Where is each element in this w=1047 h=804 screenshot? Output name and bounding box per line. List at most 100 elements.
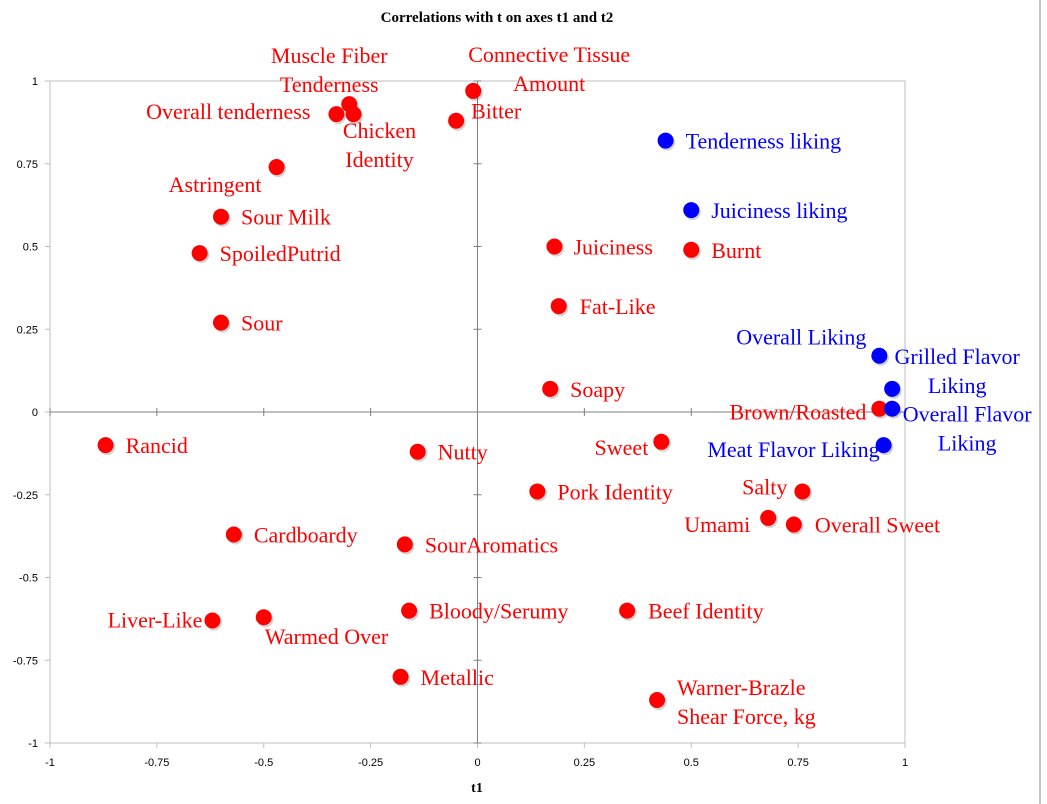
point-label-line: Nutty xyxy=(438,440,488,465)
point-label-line: Connective Tissue xyxy=(468,42,630,67)
point-label-line: Sweet xyxy=(595,435,649,460)
data-point xyxy=(653,433,670,450)
point-label: Astringent xyxy=(169,172,262,197)
x-tick-label: -1 xyxy=(45,757,55,769)
y-tick-label: 0.5 xyxy=(23,242,38,254)
data-point xyxy=(550,298,567,315)
data-point xyxy=(345,106,362,123)
point-label-line: Rancid xyxy=(126,433,188,458)
data-point xyxy=(619,602,636,619)
series-1 xyxy=(657,132,902,456)
point-label: Grilled Flavor Liking xyxy=(895,344,1021,398)
point-label: Sweet xyxy=(595,435,649,460)
x-tick-label: -0.75 xyxy=(144,757,169,769)
point-label-line: Soapy xyxy=(570,377,625,402)
point-label-line: Warmed Over xyxy=(265,624,389,649)
data-point xyxy=(255,609,272,626)
data-point xyxy=(794,483,811,500)
data-point xyxy=(657,132,674,149)
data-point xyxy=(225,526,242,543)
point-label: Connective Tissue Amount xyxy=(468,42,630,96)
data-point xyxy=(871,400,888,417)
point-label: Bitter xyxy=(471,99,522,124)
point-label-line: Juiciness liking xyxy=(711,198,847,223)
point-label-line: Amount xyxy=(513,71,585,96)
point-label-line: Liking xyxy=(928,373,987,398)
data-point xyxy=(97,437,114,454)
point-label: Nutty xyxy=(438,440,488,465)
point-label: Brown/Roasted xyxy=(729,400,866,425)
point-label: Fat-Like xyxy=(580,294,656,319)
data-point xyxy=(785,516,802,533)
data-point xyxy=(683,241,700,258)
point-label-line: Shear Force, kg xyxy=(677,704,816,729)
point-label-line: Cardboardy xyxy=(254,522,358,547)
data-point xyxy=(871,347,888,364)
point-label: Soapy xyxy=(570,377,625,402)
point-label: Metallic xyxy=(421,665,495,690)
point-label: Overall Liking xyxy=(736,325,866,350)
point-label: Liver-Like xyxy=(108,608,203,633)
point-label: Chicken Identity xyxy=(343,118,416,172)
point-label: Pork Identity xyxy=(557,479,673,504)
point-label-line: Astringent xyxy=(169,172,262,197)
point-label-line: Burnt xyxy=(711,238,761,263)
point-label: Bloody/Serumy xyxy=(429,599,568,624)
data-point xyxy=(213,208,229,225)
y-tick-label: 0 xyxy=(32,407,38,419)
point-label: Sour xyxy=(241,311,283,336)
x-tick-label: 0.75 xyxy=(787,757,808,769)
x-tick-label: 0.25 xyxy=(574,757,595,769)
point-label-line: Overall tenderness xyxy=(146,99,310,124)
data-point xyxy=(884,400,901,417)
point-label: Juiciness xyxy=(573,235,652,260)
y-tick-label: -0.75 xyxy=(13,655,38,667)
point-label: Cardboardy xyxy=(254,522,358,547)
data-point xyxy=(649,691,666,708)
point-label-line: Tenderness xyxy=(280,72,379,97)
point-label-line: Beef Identity xyxy=(648,599,763,624)
data-point xyxy=(328,106,345,123)
x-tick-label: 1 xyxy=(902,757,908,769)
point-label-line: Overall Liking xyxy=(736,325,866,350)
point-label-line: SourAromatics xyxy=(425,532,558,557)
point-label-line: Sour Milk xyxy=(241,205,331,230)
point-label-line: Tenderness liking xyxy=(686,129,841,154)
data-point xyxy=(542,380,559,397)
x-tick-label: -0.25 xyxy=(358,757,383,769)
data-point xyxy=(401,602,418,619)
data-point xyxy=(409,443,426,460)
point-label-line: Overall Sweet xyxy=(815,513,940,538)
point-label: Rancid xyxy=(126,433,188,458)
point-label: Muscle Fiber Tenderness xyxy=(271,43,388,97)
y-tick-label: -1 xyxy=(28,738,38,750)
data-point xyxy=(396,536,413,553)
x-axis-label: t1 xyxy=(471,781,483,796)
data-point xyxy=(392,668,409,685)
data-point xyxy=(683,202,700,219)
point-label: Warmed Over xyxy=(265,624,389,649)
y-tick-label: 1 xyxy=(32,76,38,88)
series-0 xyxy=(97,82,889,710)
point-label-line: Fat-Like xyxy=(580,294,656,319)
point-label-line: Overall Flavor xyxy=(903,402,1033,427)
point-label: Beef Identity xyxy=(648,599,763,624)
point-label-line: Grilled Flavor xyxy=(895,344,1021,369)
chart-title: Correlations with t on axes t1 and t2 xyxy=(381,10,614,26)
point-label-line: Muscle Fiber xyxy=(271,43,388,68)
point-label-line: Bitter xyxy=(471,99,522,124)
point-label: Juiciness liking xyxy=(711,198,847,223)
data-point xyxy=(268,159,285,176)
y-tick-label: 0.75 xyxy=(17,159,38,171)
data-point xyxy=(529,483,546,500)
point-label-line: Sour xyxy=(241,311,283,336)
point-label: Umami xyxy=(684,512,750,537)
y-tick-label: 0.25 xyxy=(17,324,38,336)
point-label-line: Identity xyxy=(345,147,413,172)
data-point xyxy=(191,245,208,262)
point-label: Warner-Brazle Shear Force, kg xyxy=(677,675,816,729)
point-label: Salty xyxy=(742,474,787,499)
point-label: Overall Sweet xyxy=(815,513,940,538)
data-point xyxy=(546,238,563,255)
